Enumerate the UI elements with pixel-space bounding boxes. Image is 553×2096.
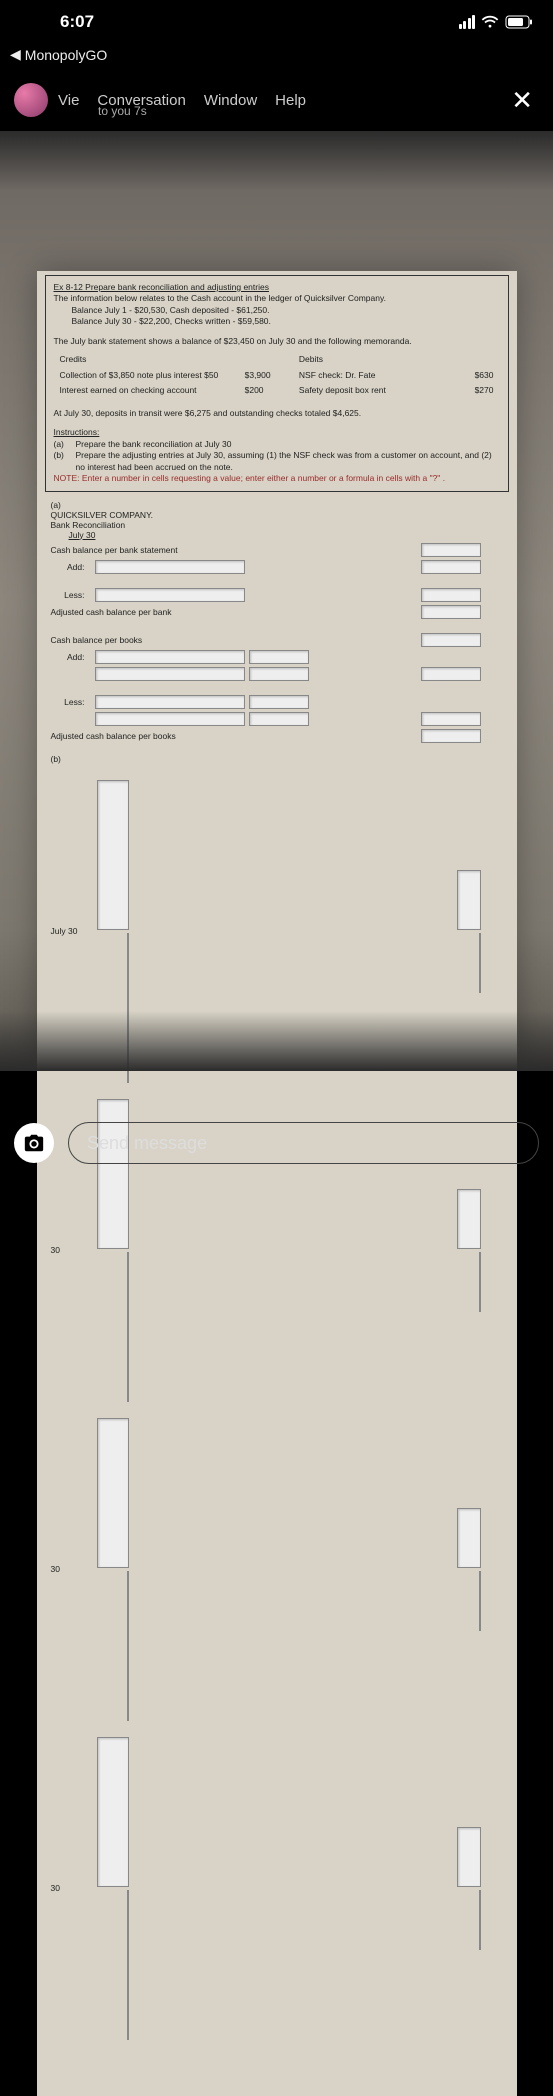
status-indicators <box>459 15 534 29</box>
je2-acct2[interactable] <box>127 1252 129 1402</box>
back-chevron-icon: ◀ <box>10 46 21 63</box>
memo-table: Credits Debits Collection of $3,850 note… <box>54 351 500 399</box>
instructions-header: Instructions: <box>54 427 500 438</box>
je3-cr[interactable] <box>479 1571 481 1631</box>
back-app-label: MonopolyGO <box>25 47 107 63</box>
less-amt-input-1[interactable] <box>421 588 481 602</box>
je1-acct1[interactable] <box>97 780 129 930</box>
add-amt-input-2a[interactable] <box>249 650 309 664</box>
je4-acct2[interactable] <box>127 1890 129 2040</box>
problem-title: Ex 8-12 Prepare bank reconciliation and … <box>54 282 500 293</box>
je3-dr[interactable] <box>457 1508 481 1568</box>
camera-button[interactable] <box>14 1123 54 1163</box>
less-label-1: Less: <box>51 590 91 600</box>
add-amt-input-1[interactable] <box>421 560 481 574</box>
debit-2-value: $270 <box>436 384 497 397</box>
credit-2-label: Interest earned on checking account <box>56 384 239 397</box>
entry-date-3: 30 <box>51 1564 91 1574</box>
add-desc-input-2[interactable] <box>95 650 245 664</box>
part-b: (b) July 30 30 <box>51 754 503 2048</box>
story-photo: Ex 8-12 Prepare bank reconciliation and … <box>0 131 553 1071</box>
je2-cr[interactable] <box>479 1252 481 1312</box>
less-desc-input-2[interactable] <box>95 695 245 709</box>
battery-icon <box>505 15 533 29</box>
message-input[interactable]: Send message <box>68 1122 539 1164</box>
je3-acct2[interactable] <box>127 1571 129 1721</box>
credit-1-value: $3,900 <box>241 369 293 382</box>
instr-a-key: (a) <box>54 439 76 450</box>
instr-b-text: Prepare the adjusting entries at July 30… <box>76 450 500 473</box>
entry-date-4: 30 <box>51 1883 91 1893</box>
part-b-key: (b) <box>51 754 73 764</box>
bank-stmt-input[interactable] <box>421 543 481 557</box>
story-meta: to you 7s <box>98 104 147 118</box>
add-desc-input-1[interactable] <box>95 560 245 574</box>
balance-line-2: Balance July 30 - $22,200, Checks writte… <box>54 316 500 327</box>
balance-line-1: Balance July 1 - $20,530, Cash deposited… <box>54 305 500 316</box>
company-name: QUICKSILVER COMPANY. <box>51 510 481 520</box>
status-bar: 6:07 <box>0 0 553 44</box>
problem-box: Ex 8-12 Prepare bank reconciliation and … <box>45 275 509 492</box>
recon-date: July 30 <box>51 530 481 540</box>
status-time: 6:07 <box>20 12 94 32</box>
je3-acct1[interactable] <box>97 1418 129 1568</box>
je1-cr[interactable] <box>479 933 481 993</box>
credits-header: Credits <box>56 353 239 366</box>
note-line: NOTE: Enter a number in cells requesting… <box>54 473 500 484</box>
story-header: Vie Conversation Window Help to you 7s ✕ <box>0 63 553 125</box>
camera-icon <box>23 1132 45 1154</box>
books-label: Cash balance per books <box>51 635 211 645</box>
part-a: (a) QUICKSILVER COMPANY. Bank Reconcilia… <box>51 500 503 746</box>
entry-date-1: July 30 <box>51 926 91 936</box>
compose-bar: Send message <box>0 1110 553 1200</box>
message-placeholder: Send message <box>87 1133 207 1154</box>
add-label-1: Add: <box>51 562 91 572</box>
less-desc-input-1[interactable] <box>95 588 245 602</box>
add-amt-input-3b[interactable] <box>421 667 481 681</box>
adj-books-input[interactable] <box>421 729 481 743</box>
entry-date-2: 30 <box>51 1245 91 1255</box>
menu-view: Vie <box>58 92 79 109</box>
je4-cr[interactable] <box>479 1890 481 1950</box>
je1-acct2[interactable] <box>127 933 129 1083</box>
add-desc-input-3[interactable] <box>95 667 245 681</box>
memo-intro: The July bank statement shows a balance … <box>54 336 500 347</box>
bank-stmt-label: Cash balance per bank statement <box>51 545 211 555</box>
deposits-line: At July 30, deposits in transit were $6,… <box>54 408 500 419</box>
instr-b-key: (b) <box>54 450 76 473</box>
debit-1-value: $630 <box>436 369 497 382</box>
problem-intro: The information below relates to the Cas… <box>54 293 500 304</box>
je1-dr[interactable] <box>457 870 481 930</box>
credit-2-value: $200 <box>241 384 293 397</box>
less-amt-input-3b[interactable] <box>421 712 481 726</box>
signal-icon <box>459 15 476 29</box>
debits-header: Debits <box>295 353 435 366</box>
add-label-2: Add: <box>51 652 91 662</box>
menu-window: Window <box>204 92 257 109</box>
add-amt-input-3a[interactable] <box>249 667 309 681</box>
debit-2-label: Safety deposit box rent <box>295 384 435 397</box>
close-icon[interactable]: ✕ <box>505 85 539 116</box>
less-label-2: Less: <box>51 697 91 707</box>
less-desc-input-3[interactable] <box>95 712 245 726</box>
menu-help: Help <box>275 92 306 109</box>
books-input[interactable] <box>421 633 481 647</box>
je4-dr[interactable] <box>457 1827 481 1887</box>
less-amt-input-3a[interactable] <box>249 712 309 726</box>
adj-bank-input[interactable] <box>421 605 481 619</box>
wifi-icon <box>481 15 499 29</box>
credit-1-label: Collection of $3,850 note plus interest … <box>56 369 239 382</box>
avatar[interactable] <box>14 83 48 117</box>
part-a-key: (a) <box>51 500 73 510</box>
debit-1-label: NSF check: Dr. Fate <box>295 369 435 382</box>
adj-bank-label: Adjusted cash balance per bank <box>51 607 211 617</box>
less-amt-input-2a[interactable] <box>249 695 309 709</box>
back-to-app[interactable]: ◀ MonopolyGO <box>0 44 553 63</box>
je4-acct1[interactable] <box>97 1737 129 1887</box>
recon-title: Bank Reconciliation <box>51 520 481 530</box>
instr-a-text: Prepare the bank reconciliation at July … <box>76 439 232 450</box>
adj-books-label: Adjusted cash balance per books <box>51 731 211 741</box>
